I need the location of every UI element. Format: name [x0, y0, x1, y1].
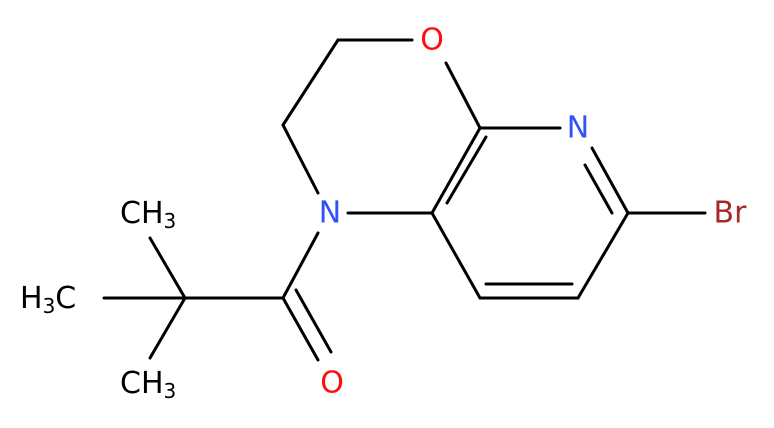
atom-subscript: 3 — [43, 294, 56, 318]
bonds — [102, 38, 707, 362]
atom-text: C — [55, 281, 76, 316]
atoms: O N Br N O CH3 H3C CH3 — [20, 23, 747, 404]
atom-label: N — [567, 111, 589, 146]
atom-text: H — [20, 281, 43, 316]
atom-text: CH — [120, 196, 164, 231]
atom-label: Br — [714, 196, 748, 231]
atom-label: N — [319, 196, 341, 231]
atom-label: CH3 — [120, 196, 176, 234]
atom-label: O — [420, 23, 444, 58]
atom-label: CH3 — [120, 366, 176, 404]
atom-subscript: 3 — [164, 209, 177, 233]
atom-subscript: 3 — [164, 379, 177, 403]
atom-label: H3C — [20, 281, 76, 319]
atom-label: O — [320, 366, 344, 401]
atom-text: CH — [120, 366, 164, 401]
